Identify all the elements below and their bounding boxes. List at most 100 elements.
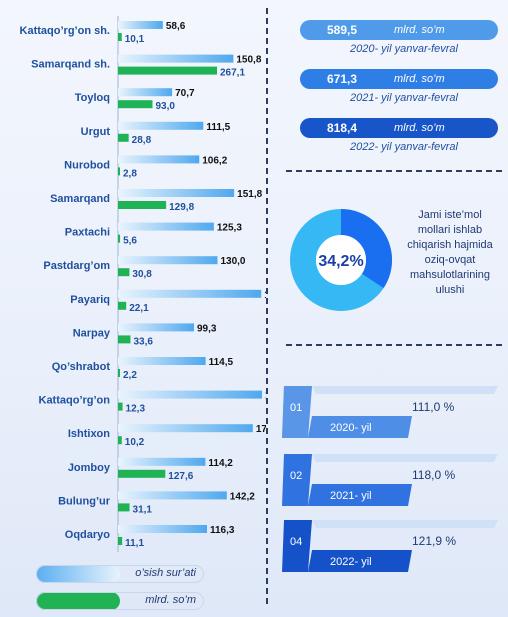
growth-banner-shape bbox=[282, 454, 498, 506]
legend-frame bbox=[36, 565, 204, 583]
summary-unit: mlrd. so’m bbox=[394, 73, 445, 85]
bar-amount-label: 31,1 bbox=[133, 504, 153, 515]
legend-swatch-green bbox=[36, 592, 120, 610]
category-label: Samarqand sh. bbox=[31, 59, 110, 71]
bar-amount bbox=[118, 66, 217, 75]
bar-amount bbox=[118, 436, 122, 445]
bar-growth-label: 114,5 bbox=[209, 357, 234, 368]
category-label: Paxtachi bbox=[65, 227, 110, 239]
share-description: Jami iste’mol mollari ishlab chiqarish h… bbox=[407, 209, 493, 296]
bar-growth bbox=[118, 88, 173, 97]
category-label: Ishtixon bbox=[68, 428, 110, 440]
bar-amount bbox=[118, 33, 122, 41]
summary-item-2021: 671,3 mlrd. so’m 2021- yil yanvar-fevral bbox=[300, 69, 498, 104]
bar-growth-label: 125,3 bbox=[217, 223, 242, 234]
bar-growth bbox=[118, 357, 206, 365]
bar-growth bbox=[118, 21, 163, 29]
bar-amount bbox=[118, 167, 120, 176]
bar-growth bbox=[118, 457, 206, 466]
category-label: Pastdarg’om bbox=[43, 260, 110, 272]
summary-pill: 818,4 mlrd. so’m bbox=[300, 118, 498, 138]
growth-percent: 118,0 % bbox=[412, 468, 456, 482]
bar-amount bbox=[118, 503, 130, 512]
bar-growth-label: 114,2 bbox=[208, 458, 233, 469]
growth-number: 04 bbox=[290, 536, 303, 548]
category-label: Nurobod bbox=[64, 159, 110, 171]
summary-value: 589,5 bbox=[326, 23, 358, 37]
bar-growth-label: 150,8 bbox=[236, 55, 261, 66]
bar-growth bbox=[118, 491, 227, 500]
bar-growth bbox=[118, 390, 262, 399]
legend-item-growth: o’sish sur’ati bbox=[36, 565, 204, 583]
bar-growth-label: 111,5 bbox=[206, 122, 230, 133]
legend-label: mlrd. so’m bbox=[145, 594, 196, 606]
bar-amount-label: 30,8 bbox=[132, 269, 152, 280]
legend-label: o’sish sur’ati bbox=[135, 567, 196, 579]
bar-amount-label: 28,8 bbox=[132, 135, 152, 146]
legend-swatch-blue bbox=[36, 565, 120, 583]
donut-share-segment bbox=[290, 209, 392, 311]
bar-growth bbox=[118, 525, 207, 533]
summary-item-2020: 589,5 mlrd. so’m 2020- yil yanvar-fevral bbox=[300, 20, 498, 55]
bar-amount-label: 11,1 bbox=[125, 538, 144, 549]
summary-pill: 671,3 mlrd. so’m bbox=[300, 69, 498, 89]
growth-year: 2022- yil bbox=[330, 556, 372, 568]
legend-item-amount: mlrd. so’m bbox=[36, 592, 204, 610]
bar-growth-label: 151,8 bbox=[237, 189, 262, 200]
bar-amount-label: 2,8 bbox=[123, 168, 137, 179]
bar-amount bbox=[118, 234, 121, 243]
growth-item-2021: 02 118,0 % 2021- yil bbox=[282, 452, 500, 508]
bar-growth bbox=[118, 121, 204, 130]
bar-growth bbox=[118, 256, 218, 265]
summary-value: 818,4 bbox=[326, 121, 358, 135]
growth-banner-shape bbox=[282, 386, 498, 438]
horizontal-divider bbox=[286, 170, 502, 172]
bar-amount-label: 129,8 bbox=[169, 202, 194, 213]
category-label: Narpay bbox=[73, 327, 111, 339]
summary-value: 671,3 bbox=[326, 72, 358, 86]
bar-amount-label: 267,1 bbox=[220, 68, 245, 79]
category-label: Kattaqo’rg’on bbox=[39, 395, 111, 407]
bar-growth bbox=[118, 289, 262, 298]
summary-caption: 2020- yil yanvar-fevral bbox=[349, 43, 458, 55]
bar-growth-label: 70,7 bbox=[175, 88, 195, 99]
horizontal-divider bbox=[286, 344, 502, 346]
growth-banner-shape bbox=[282, 520, 498, 572]
bar-growth bbox=[118, 54, 234, 63]
growth-year: 2021- yil bbox=[330, 490, 372, 502]
bar-amount bbox=[118, 469, 166, 478]
donut-hole bbox=[316, 235, 366, 285]
bar-amount bbox=[118, 301, 127, 310]
bar-growth bbox=[118, 323, 194, 332]
growth-number: 02 bbox=[290, 470, 303, 482]
donut-value-label: 34,2% bbox=[318, 253, 363, 270]
summary-pill: 589,5 mlrd. so’m bbox=[300, 20, 498, 40]
bar-amount-label: 10,1 bbox=[125, 34, 145, 45]
summary-unit: mlrd. so’m bbox=[394, 122, 445, 134]
bar-amount-label: 127,6 bbox=[168, 471, 193, 482]
summary-unit: mlrd. so’m bbox=[394, 24, 445, 36]
category-label: Jomboy bbox=[68, 462, 111, 474]
growth-percent: 111,0 % bbox=[412, 400, 455, 414]
category-label: Payariq bbox=[70, 294, 110, 306]
summary-item-2022: 818,4 mlrd. so’m 2022- yil yanvar-fevral bbox=[300, 118, 498, 153]
category-label: Urgut bbox=[81, 126, 111, 138]
category-label: Bulung’ur bbox=[58, 495, 111, 507]
bar-amount bbox=[118, 268, 130, 277]
share-donut-chart: 34,2% bbox=[290, 209, 392, 311]
growth-item-2020: 01 111,0 % 2020- yil bbox=[282, 384, 500, 440]
growth-percent: 121,9 % bbox=[412, 534, 457, 548]
bar-growth bbox=[118, 424, 253, 433]
category-label: Oqdaryo bbox=[65, 529, 111, 541]
bar-growth-label: 188,2 bbox=[265, 391, 266, 402]
bar-amount-label: 10,2 bbox=[125, 437, 145, 448]
summary-caption: 2022- yil yanvar-fevral bbox=[349, 141, 458, 153]
bar-amount bbox=[118, 369, 120, 377]
category-label: Samarqand bbox=[50, 193, 110, 205]
bar-amount-label: 93,0 bbox=[155, 101, 175, 112]
growth-item-2022: 04 121,9 % 2022- yil bbox=[282, 518, 500, 574]
bar-growth-label: 106,2 bbox=[202, 155, 227, 166]
category-label: Qo’shrabot bbox=[52, 361, 111, 373]
bar-growth-label: 187,2 bbox=[264, 290, 266, 301]
growth-year: 2020- yil bbox=[330, 422, 372, 434]
